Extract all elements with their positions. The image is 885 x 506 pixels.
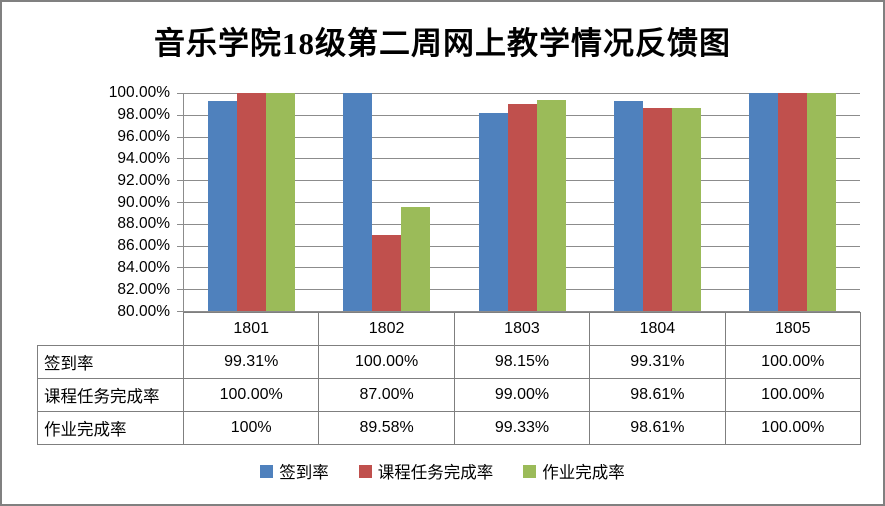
table-cell: 98.61% bbox=[589, 411, 726, 445]
table-cell: 98.15% bbox=[453, 345, 591, 379]
legend: 签到率 课程任务完成率 作业完成率 bbox=[2, 459, 883, 483]
y-axis-tick-mark bbox=[177, 180, 184, 182]
table-category-header: 1805 bbox=[724, 312, 861, 346]
table-cell: 89.58% bbox=[318, 411, 455, 445]
legend-label: 签到率 bbox=[279, 464, 329, 482]
y-axis-tick-label: 90.00% bbox=[117, 193, 170, 211]
y-axis-tick-label: 94.00% bbox=[117, 149, 170, 167]
legend-item-作业完成率: 作业完成率 bbox=[523, 459, 625, 483]
y-axis-tick-label: 98.00% bbox=[117, 105, 170, 123]
y-axis-tick-label: 96.00% bbox=[117, 127, 170, 145]
legend-swatch-icon bbox=[358, 464, 372, 478]
bar-1801-作业完成率 bbox=[266, 93, 296, 311]
plot-area bbox=[177, 93, 860, 312]
table-cell: 87.00% bbox=[318, 378, 455, 412]
bar-1805-作业完成率 bbox=[806, 93, 836, 311]
table-row: 签到率 99.31% 100.00% 98.15% 99.31% 100.00% bbox=[37, 345, 861, 379]
y-axis-tick-mark bbox=[177, 136, 184, 138]
y-axis-tick-label: 88.00% bbox=[117, 215, 170, 233]
bar-1802-签到率 bbox=[343, 93, 373, 311]
chart-title: 音乐学院18级第二周网上教学情况反馈图 bbox=[154, 26, 731, 61]
y-axis-tick-label: 84.00% bbox=[117, 259, 170, 277]
bar-1801-签到率 bbox=[208, 100, 238, 311]
table-row-label: 课程任务完成率 bbox=[37, 378, 184, 412]
y-axis-tick-mark bbox=[177, 267, 184, 269]
table-cell: 100% bbox=[182, 411, 320, 445]
table-cell: 99.31% bbox=[589, 345, 726, 379]
legend-swatch-icon bbox=[523, 464, 537, 478]
y-axis-tick-label: 80.00% bbox=[117, 303, 170, 320]
bar-group-1801 bbox=[184, 93, 319, 311]
y-axis-tick-mark bbox=[177, 93, 184, 94]
data-table: 1801 1802 1803 1804 1805 签到率 99.31% 100.00% 98.1… bbox=[37, 312, 861, 445]
table-category-header: 1802 bbox=[318, 312, 455, 346]
y-axis-tick-mark bbox=[177, 289, 184, 291]
table-cell: 99.31% bbox=[182, 345, 320, 379]
bar-1805-签到率 bbox=[748, 93, 778, 311]
y-axis-tick-label: 82.00% bbox=[117, 281, 170, 299]
y-axis-tick-label: 92.00% bbox=[117, 171, 170, 189]
bar-1805-课程任务完成率 bbox=[777, 93, 807, 311]
y-axis-tick-mark bbox=[177, 202, 184, 203]
table-row: 作业完成率 100% 89.58% 99.33% 98.61% 100.00% bbox=[37, 411, 861, 445]
y-axis-tick-mark bbox=[177, 223, 184, 225]
bar-1803-课程任务完成率 bbox=[507, 103, 537, 311]
bar-1803-作业完成率 bbox=[536, 100, 566, 311]
y-axis-tick-mark bbox=[177, 158, 184, 160]
y-axis-tick-mark bbox=[177, 311, 184, 312]
table-cell: 100.00% bbox=[724, 411, 861, 445]
bar-1804-签到率 bbox=[613, 100, 643, 311]
table-cell: 99.33% bbox=[453, 411, 591, 445]
gridline bbox=[184, 93, 860, 94]
y-axis-tick-label: 100.00% bbox=[108, 84, 170, 101]
legend-item-课程任务完成率: 课程任务完成率 bbox=[358, 459, 494, 483]
table-cell: 100.00% bbox=[318, 345, 455, 379]
legend-swatch-icon bbox=[260, 464, 274, 478]
table-cell: 98.61% bbox=[589, 378, 726, 412]
legend-item-签到率: 签到率 bbox=[260, 459, 329, 483]
table-category-header: 1801 bbox=[182, 312, 320, 346]
bar-group-1805 bbox=[725, 93, 860, 311]
y-axis-tick-label: 86.00% bbox=[117, 237, 170, 255]
table-category-header: 1804 bbox=[589, 312, 726, 346]
table-row-label: 签到率 bbox=[37, 345, 184, 379]
table-row-label: 作业完成率 bbox=[37, 411, 184, 445]
bar-1804-作业完成率 bbox=[671, 108, 701, 311]
bar-group-1803 bbox=[454, 93, 589, 311]
legend-label: 课程任务完成率 bbox=[377, 464, 494, 482]
bar-1802-课程任务完成率 bbox=[372, 234, 402, 311]
table-cell: 100.00% bbox=[182, 378, 320, 412]
table-row: 课程任务完成率 100.00% 87.00% 99.00% 98.61% 100.00% bbox=[37, 378, 861, 412]
table-category-header: 1803 bbox=[453, 312, 591, 346]
bar-groups bbox=[184, 93, 860, 311]
table-cell: 100.00% bbox=[724, 378, 861, 412]
y-axis-tick-mark bbox=[177, 114, 184, 116]
table-cell: 99.00% bbox=[453, 378, 591, 412]
y-axis-tick-mark bbox=[177, 245, 184, 247]
table-corner-spacer bbox=[38, 313, 184, 346]
table-body: 1801 1802 1803 1804 1805 签到率 99.31% 100.00% 98.1… bbox=[37, 312, 861, 445]
y-axis: 100.00% 98.00% 96.00% 94.00% 92.00% 90.00% 88.… bbox=[2, 84, 176, 320]
bar-1804-课程任务完成率 bbox=[642, 108, 672, 311]
table-cell: 100.00% bbox=[724, 345, 861, 379]
bar-group-1804 bbox=[590, 93, 725, 311]
bar-1803-签到率 bbox=[478, 113, 508, 311]
table-header-row: 1801 1802 1803 1804 1805 bbox=[38, 312, 861, 346]
bar-1802-作业完成率 bbox=[401, 206, 431, 311]
bar-1801-课程任务完成率 bbox=[237, 93, 267, 311]
bar-group-1802 bbox=[319, 93, 454, 311]
legend-label: 作业完成率 bbox=[542, 464, 625, 482]
